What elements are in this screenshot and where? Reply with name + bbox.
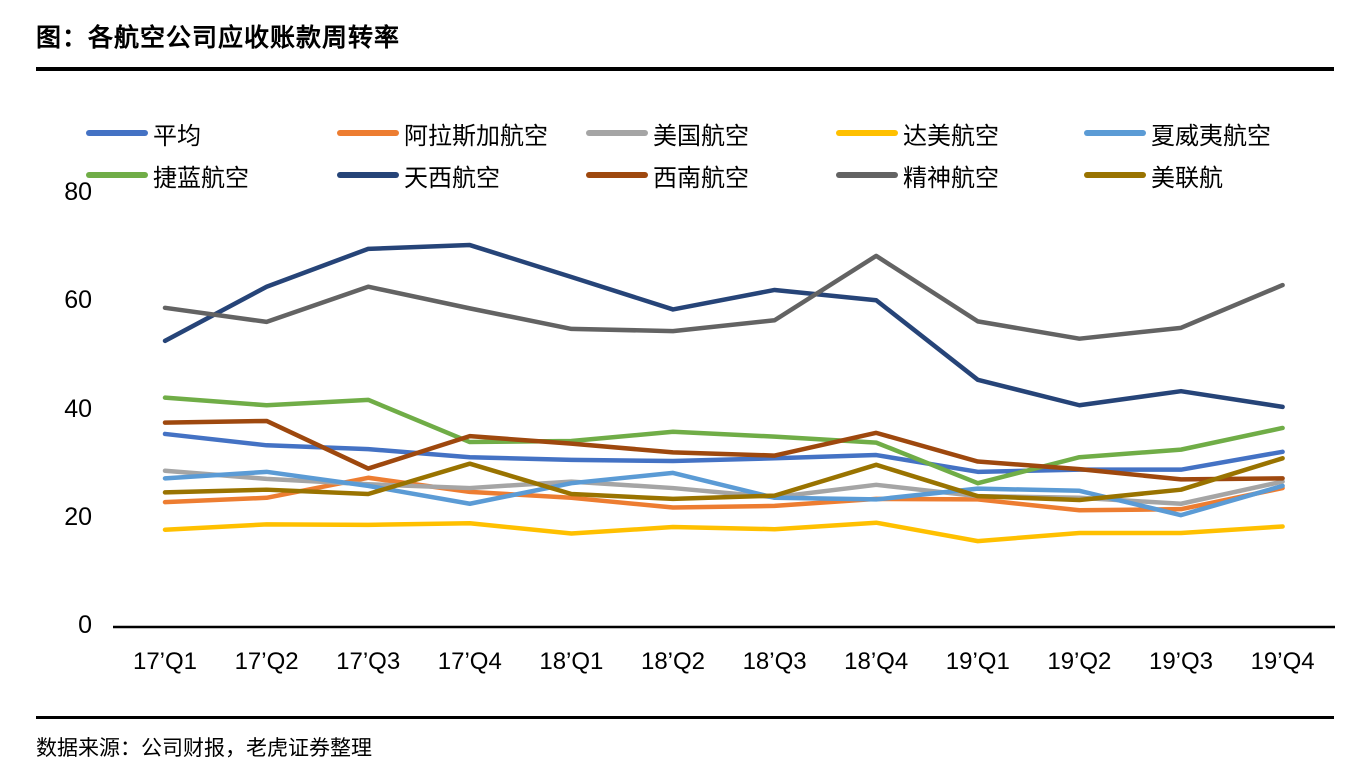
y-tick-label: 40 [64,394,92,423]
series-line-5 [162,469,1285,518]
title-divider [36,67,1334,71]
y-tick-label: 80 [64,178,92,206]
series-line-2 [162,475,1285,513]
x-tick-label: 17’Q4 [437,648,502,675]
legend-label: 精神航空 [903,164,999,192]
legend-swatch [86,172,148,178]
footer-divider [36,716,1334,719]
legend-label: 西南航空 [653,164,749,192]
legend-item-5: 夏威夷航空 [1084,112,1271,154]
x-tick-label: 17’Q3 [336,648,401,675]
y-tick-label: 60 [64,286,92,315]
legend-item-10: 美联航 [1084,154,1271,196]
legend-swatch [836,130,898,136]
chart-title: 图：各航空公司应收账款周转率 [36,24,401,52]
legend-swatch [337,130,399,136]
legend-swatch [586,130,648,136]
x-tick-label: 17’Q2 [234,648,299,675]
legend-swatch [1084,130,1146,136]
x-tick-label: 18’Q3 [742,648,807,675]
x-tick-label: 18’Q2 [640,648,706,675]
legend-swatch [586,172,648,178]
legend-item-6: 捷蓝航空 [86,154,337,196]
legend-swatch [1084,172,1146,178]
series-line-4 [162,520,1285,544]
legend-label: 平均 [153,122,201,150]
x-tick-label: 19’Q1 [945,648,1010,675]
legend-item-4: 达美航空 [836,112,1084,154]
series-line-10 [162,456,1285,503]
legend-label: 捷蓝航空 [153,164,249,192]
legend: 平均 阿拉斯加航空 美国航空 达美航空 夏威夷航空捷蓝航空 天西航空 西南航空 精神航空 美联航 [86,112,1271,196]
legend-swatch [836,172,898,178]
x-tick-label: 17’Q1 [132,648,198,675]
legend-label: 美联航 [1151,164,1223,192]
y-tick-label: 0 [78,611,92,639]
source-note: 数据来源：公司财报，老虎证券整理 [36,737,372,760]
legend-item-9: 精神航空 [836,154,1084,196]
legend-label: 达美航空 [903,122,999,150]
legend-item-3: 美国航空 [586,112,836,154]
legend-item-8: 西南航空 [586,154,836,196]
x-tick-label: 18’Q4 [844,648,909,675]
x-tick-label: 18’Q1 [539,648,604,675]
legend-label: 阿拉斯加航空 [404,122,548,150]
series-line-9 [162,253,1285,341]
legend-label: 夏威夷航空 [1151,122,1271,150]
series-line-8 [162,418,1285,482]
x-tick-label: 19’Q2 [1047,648,1112,675]
legend-item-1: 平均 [86,112,337,154]
x-tick-label: 19’Q3 [1148,648,1214,675]
legend-label: 美国航空 [653,122,749,150]
series-line-7 [162,242,1285,410]
legend-swatch [86,130,148,136]
legend-item-2: 阿拉斯加航空 [337,112,586,154]
x-tick-label: 19’Q4 [1250,648,1315,675]
series-line-6 [162,395,1285,486]
legend-item-7: 天西航空 [337,154,586,196]
legend-label: 天西航空 [404,164,500,192]
y-tick-label: 20 [64,502,92,531]
legend-swatch [337,172,399,178]
